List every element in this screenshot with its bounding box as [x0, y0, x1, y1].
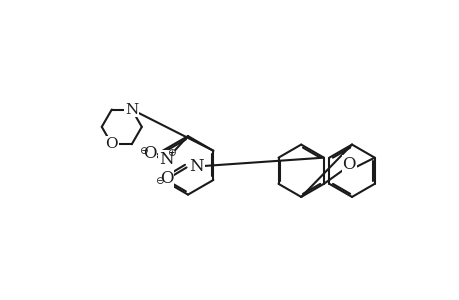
Text: ⊖: ⊖	[155, 176, 163, 186]
Text: N: N	[189, 158, 203, 175]
Text: O: O	[159, 170, 173, 187]
Text: O: O	[142, 145, 156, 161]
Text: ⊖: ⊖	[139, 146, 147, 156]
Text: O: O	[342, 156, 355, 173]
Text: N: N	[159, 151, 174, 168]
Text: N: N	[125, 103, 138, 116]
Text: ⊕: ⊕	[166, 148, 175, 158]
Text: O: O	[105, 137, 118, 151]
